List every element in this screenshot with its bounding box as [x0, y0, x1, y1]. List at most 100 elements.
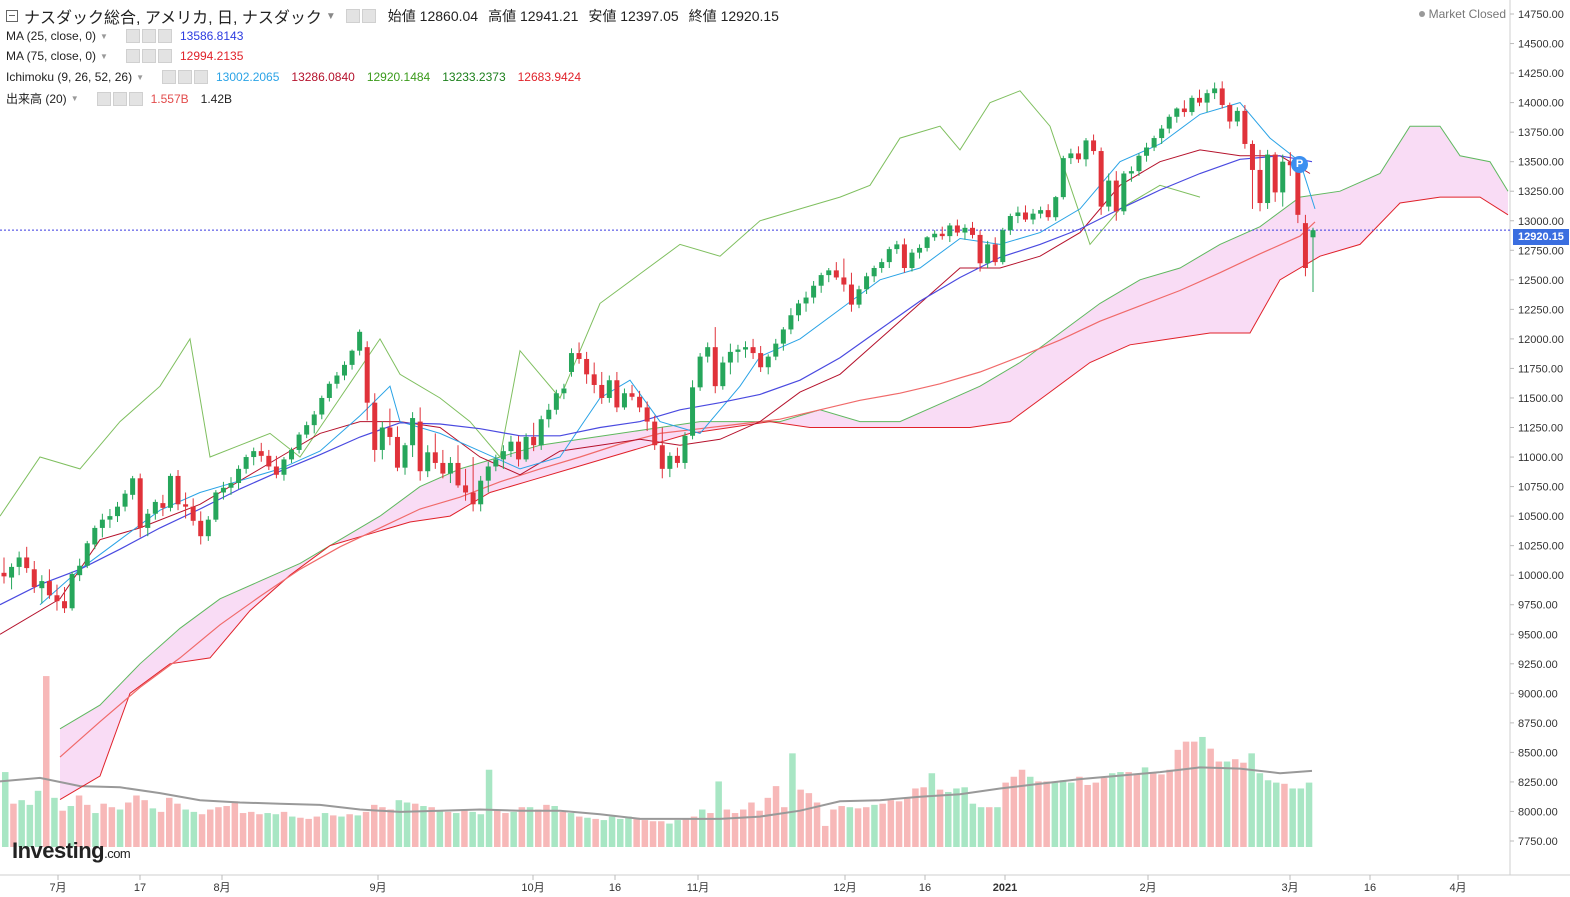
candle-body [1038, 210, 1044, 214]
candle-body [357, 331, 363, 351]
x-tick-label: 7月 [49, 882, 66, 894]
candle-body [1265, 154, 1271, 204]
x-tick-label: 11月 [687, 882, 709, 894]
candle-body [674, 455, 680, 463]
dividend-badge-icon[interactable]: P [1291, 156, 1308, 173]
y-tick-label: 13250.00 [1518, 186, 1564, 198]
volume-bar [1059, 780, 1067, 847]
volume-bar [149, 808, 157, 847]
volume-bar [830, 809, 837, 847]
candle-body [251, 451, 257, 458]
candle-body [523, 436, 529, 460]
indicator-value: 12994.2135 [179, 49, 244, 63]
candle-body [198, 520, 204, 537]
volume-bar [239, 813, 247, 847]
volume-bar [846, 807, 854, 847]
investing-logo[interactable]: Investing.com [12, 838, 131, 863]
volume-bar [1010, 776, 1018, 847]
indicator-legend[interactable]: Ichimoku (9, 26, 52, 26) ▼ 13002.2065 13286… [6, 70, 593, 84]
candle-body [304, 425, 310, 435]
eye-icon[interactable] [125, 49, 140, 63]
volume-bar [1125, 772, 1132, 847]
volume-bar [1273, 782, 1280, 847]
candle-body [1136, 155, 1142, 172]
candle-body [606, 380, 612, 398]
candle-body [440, 462, 446, 474]
ohlc-high: 高値 12941.21 [488, 8, 579, 24]
volume-bar [690, 816, 698, 847]
settings-icon[interactable] [345, 9, 360, 23]
indicator-legend[interactable]: 出来高 (20) ▼ 1.557B 1.42B [6, 90, 244, 107]
y-tick-label: 11250.00 [1518, 423, 1563, 435]
ohlc-low: 安値 12397.05 [588, 8, 679, 24]
volume-bar [207, 809, 214, 847]
candle-body [478, 480, 484, 505]
candle-body [727, 351, 733, 363]
volume-bar [658, 821, 665, 847]
y-tick-label: 12250.00 [1518, 304, 1564, 316]
candle-body [750, 347, 756, 354]
volume-bar [280, 811, 288, 847]
gear-icon[interactable] [141, 49, 156, 63]
volume-bar [387, 809, 394, 847]
volume-bar [535, 809, 542, 847]
volume-bar [961, 787, 968, 847]
eye-icon[interactable] [125, 29, 140, 43]
volume-bar [272, 814, 280, 847]
candle-body [894, 244, 900, 250]
volume-bar [190, 811, 198, 847]
indicator-legend[interactable]: MA (75, close, 0) ▼ 12994.2135 [6, 49, 255, 63]
candle-body [46, 581, 52, 596]
gear-icon[interactable] [112, 91, 127, 106]
close-icon[interactable] [194, 70, 208, 84]
gear-icon[interactable] [361, 9, 376, 23]
ohlc-close: 終値 12920.15 [688, 8, 779, 24]
volume-bar [289, 816, 296, 847]
volume-bar [879, 803, 886, 847]
close-icon[interactable] [157, 49, 172, 63]
x-tick-label: 2021 [993, 882, 1017, 894]
volume-bar [75, 795, 83, 847]
chevron-down-icon[interactable]: ▼ [70, 94, 79, 103]
volume-bar [1043, 781, 1050, 847]
candle-body [258, 451, 264, 456]
candle-body [1242, 110, 1248, 144]
chevron-down-icon[interactable]: ▼ [136, 72, 144, 82]
ohlc-open: 始値 12860.04 [387, 8, 479, 24]
gear-icon[interactable] [141, 29, 156, 43]
close-icon[interactable] [128, 91, 143, 106]
candle-body [213, 492, 219, 520]
chevron-down-icon[interactable]: ▼ [325, 10, 336, 22]
volume-bar [133, 795, 140, 847]
candle-body [1128, 171, 1134, 174]
volume-bar [559, 811, 567, 847]
volume-bar [157, 811, 165, 847]
candle-body [841, 277, 847, 285]
close-icon[interactable] [157, 29, 172, 43]
collapse-icon[interactable] [6, 10, 18, 22]
indicator-legend[interactable]: MA (25, close, 0) ▼ 13586.8143 [6, 29, 255, 43]
volume-bar [1092, 782, 1100, 847]
volume-bar [92, 813, 99, 847]
gear-icon[interactable] [178, 70, 192, 84]
market-status: Market Closed [1418, 7, 1506, 21]
volume-bar [863, 807, 870, 847]
candle-body [167, 475, 173, 508]
candle-body [553, 393, 559, 410]
volume-bar [953, 788, 960, 847]
y-tick-label: 8750.00 [1518, 718, 1558, 730]
candle-body [697, 356, 703, 388]
volume-bar [904, 797, 911, 847]
volume-bar [1027, 776, 1034, 847]
volume-bar [789, 753, 796, 847]
candle-body [1098, 151, 1104, 207]
eye-icon[interactable] [162, 70, 176, 84]
chevron-down-icon[interactable]: ▼ [100, 31, 108, 41]
eye-icon[interactable] [96, 91, 111, 106]
candle-body [1060, 158, 1066, 198]
volume-bar [986, 807, 993, 847]
chevron-down-icon[interactable]: ▼ [100, 51, 108, 61]
volume-bar [1215, 761, 1223, 847]
volume-bar [453, 813, 460, 847]
